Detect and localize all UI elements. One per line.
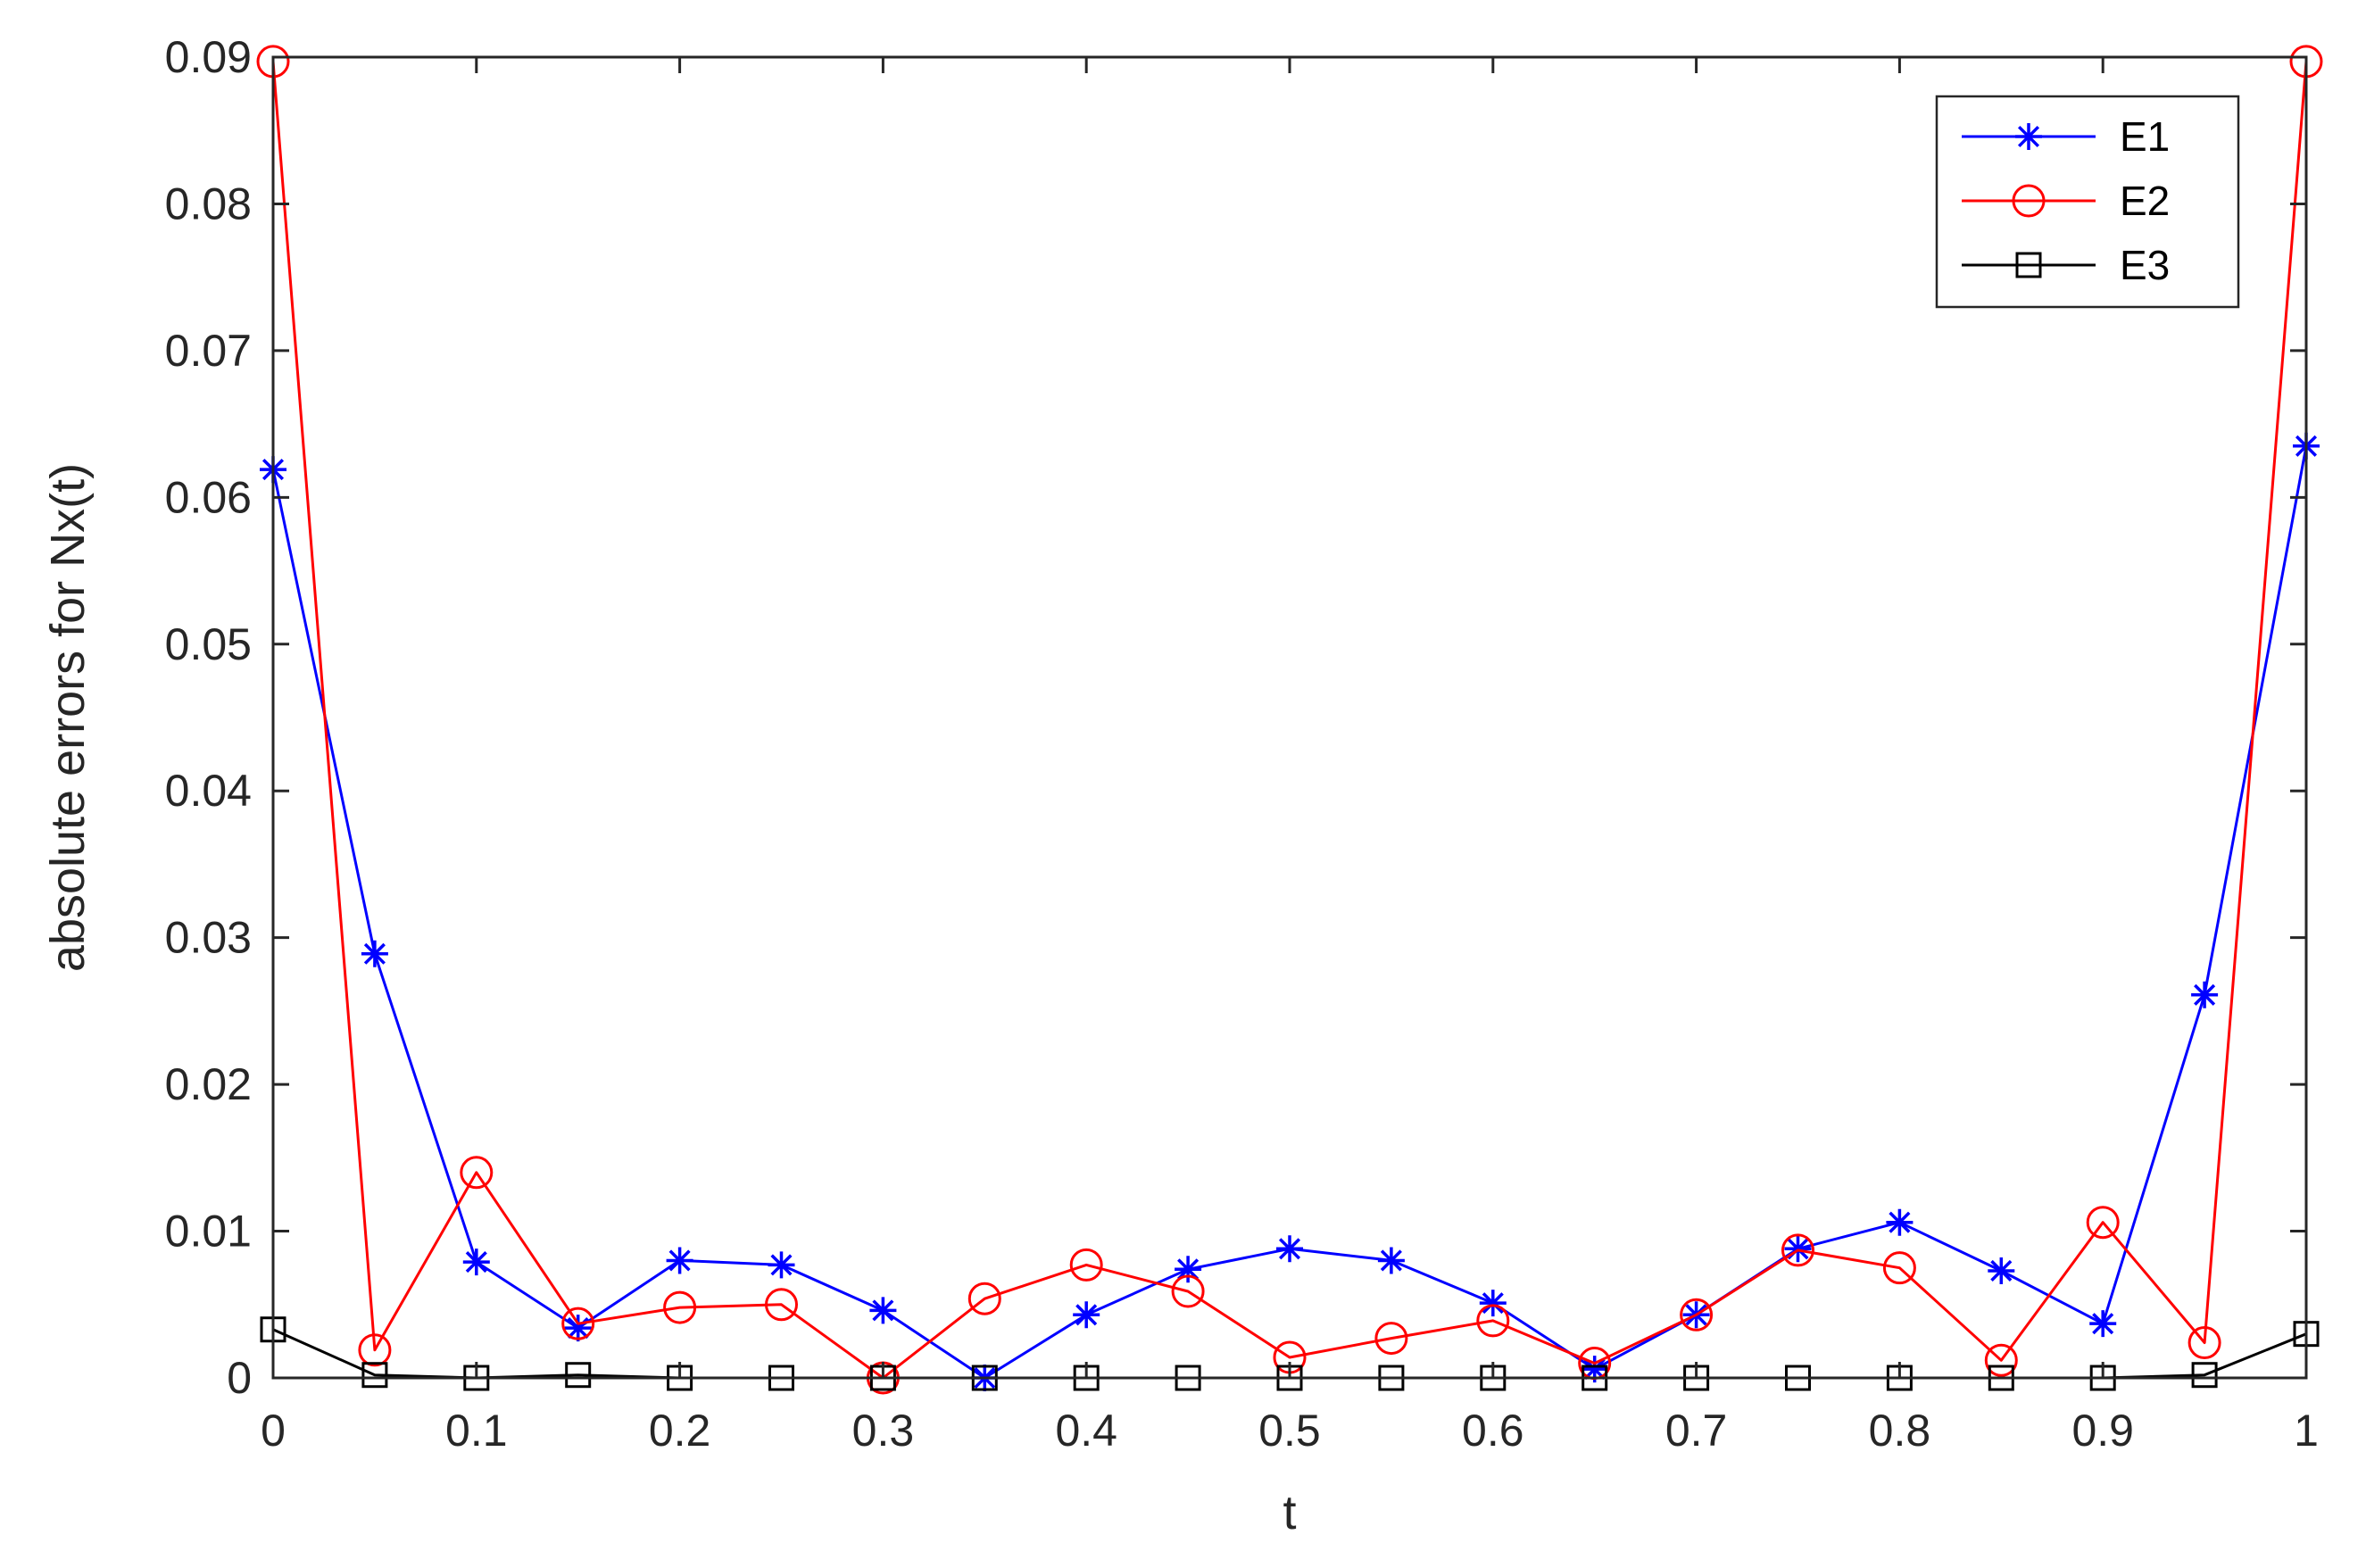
y-tick-label: 0: [227, 1353, 252, 1403]
y-tick-label: 0.04: [165, 766, 252, 816]
data-point-e3: [565, 1362, 592, 1389]
y-tick-label: 0.09: [165, 32, 252, 82]
data-point-e2: [765, 1288, 798, 1322]
x-tick-label: 0.1: [445, 1406, 508, 1456]
data-point-e1: [1073, 1301, 1100, 1329]
data-point-e3: [2191, 1362, 2218, 1389]
data-point-e2: [358, 1333, 392, 1367]
y-axis-label: absolute errors for Nx(t): [41, 463, 95, 972]
data-point-e2: [460, 1156, 494, 1190]
data-point-e1: [361, 940, 388, 967]
series-line-e2: [271, 61, 2308, 1380]
x-tick-label: 0.6: [1462, 1406, 1524, 1456]
data-point-e1: [1886, 1208, 1914, 1236]
data-point-e1: [1581, 1356, 1608, 1383]
data-point-e1: [2191, 981, 2219, 1008]
legend-label-e1: E1: [2120, 113, 2170, 160]
data-point-e1: [1276, 1235, 1303, 1263]
data-point-e1: [768, 1251, 795, 1279]
x-axis-label: t: [1283, 1486, 1296, 1539]
series-e1: [260, 432, 2320, 1391]
legend-item-e1: E1: [1962, 113, 2170, 160]
data-point-e2: [1374, 1322, 1408, 1356]
data-point-e1: [1988, 1257, 2015, 1284]
x-tick-label: 1: [2294, 1406, 2319, 1456]
legend-label-e3: E3: [2120, 242, 2170, 288]
x-tick-label: 0.4: [1055, 1406, 1117, 1456]
data-point-e1: [462, 1249, 490, 1276]
x-tick-label: 0.8: [1869, 1406, 1931, 1456]
x-tick-label: 0: [261, 1406, 286, 1456]
y-tick-label: 0.08: [165, 178, 252, 228]
data-point-e1: [869, 1297, 897, 1324]
legend-marker-e3: [2015, 252, 2042, 278]
x-tick-label: 0.9: [2071, 1406, 2134, 1456]
data-point-e1: [1479, 1290, 1507, 1317]
data-point-e2: [967, 1282, 1001, 1315]
ticks-layer: 0 0.1 0.2 0.3 0.4 0.5 0.6 0.7 0.8 0.9 1 0 0.01 0.02 0.…: [165, 32, 2319, 1456]
x-tick-label: 0.7: [1665, 1406, 1728, 1456]
legend-item-e2: E2: [1962, 178, 2170, 224]
data-point-e2: [1781, 1233, 1814, 1267]
x-tick-label: 0.3: [852, 1406, 915, 1456]
data-point-e2: [2188, 1326, 2221, 1360]
y-tick-label: 0.07: [165, 326, 252, 376]
legend-marker-e2: [2012, 184, 2046, 218]
y-tick-label: 0.06: [165, 472, 252, 522]
x-tick-label: 0.5: [1258, 1406, 1321, 1456]
data-point-e2: [1476, 1304, 1510, 1338]
data-point-e1: [1175, 1256, 1202, 1283]
data-point-e1: [1784, 1235, 1812, 1263]
y-tick-label: 0.01: [165, 1207, 252, 1257]
data-point-e1: [2089, 1310, 2117, 1338]
data-point-e1: [1377, 1247, 1405, 1274]
data-point-e2: [1984, 1343, 2018, 1377]
data-point-e2: [561, 1307, 595, 1340]
y-tick-label: 0.05: [165, 619, 252, 669]
x-tick-label: 0.2: [649, 1406, 711, 1456]
legend-marker-e1: [2015, 123, 2042, 150]
data-point-e1: [666, 1247, 693, 1274]
y-tick-label: 0.02: [165, 1059, 252, 1109]
y-tick-label: 0.03: [165, 913, 252, 963]
data-point-e2: [1680, 1298, 1714, 1332]
data-point-e2: [663, 1290, 697, 1324]
data-point-e1: [564, 1315, 592, 1342]
data-point-e2: [1069, 1248, 1103, 1282]
data-point-e2: [2086, 1206, 2120, 1240]
data-point-e3: [361, 1362, 388, 1389]
data-point-e2: [1882, 1251, 1916, 1285]
legend-label-e2: E2: [2120, 178, 2170, 224]
legend-item-e3: E3: [1962, 242, 2170, 288]
legend: E1 E2 E3: [1935, 95, 2240, 309]
data-point-e2: [1171, 1274, 1205, 1308]
